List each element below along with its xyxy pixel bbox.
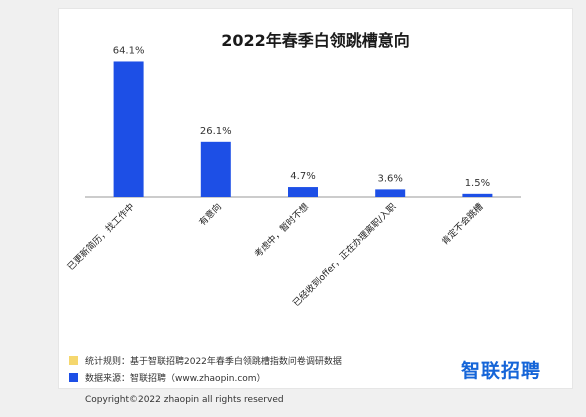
zhaopin-logo: 智联招聘 [461,360,542,382]
x-tick-label: 已更新简历，找工作中 [65,201,137,273]
legend-swatch-blue [69,373,78,382]
copyright-text: Copyright©2022 zhaopin all rights reserv… [85,395,284,405]
data-label: 26.1% [200,126,232,137]
legend-item-rule: 统计规则：基于智联招聘2022年春季白领跳槽指数问卷调研数据 [69,354,399,367]
data-label: 3.6% [377,173,402,184]
bar [462,193,493,197]
x-tick-label: 有意向 [196,201,224,229]
data-label: 64.1% [113,45,145,56]
legend-item-source: 数据来源：智联招聘（www.zhaopin.com） [69,371,399,384]
x-tick-label: 考虑中，暂时不想 [252,201,311,260]
legend-rule-text: 统计规则：基于智联招聘2022年春季白领跳槽指数问卷调研数据 [85,357,342,367]
bar [375,189,406,197]
bar [113,61,144,197]
data-label: 1.5% [465,178,490,189]
infographic-card: 2022年春季白领跳槽意向 64.1% 已更新简历，找工作中 26.1% 有意向 4.7… [58,8,573,389]
bar-chart: 64.1% 已更新简历，找工作中 26.1% 有意向 4.7% 考虑中，暂时不想 3.6% 已… [65,45,521,309]
legend-swatch-yellow [69,356,78,365]
chart-title: 2022年春季白领跳槽意向 [221,31,410,50]
x-tick-label: 肯定不会跳槽 [439,201,486,248]
legend-source-text: 数据来源：智联招聘（www.zhaopin.com） [85,374,266,384]
data-label: 4.7% [290,171,315,182]
x-tick-label: 已经收到offer，正在办理离职/入职 [290,201,398,309]
bar [288,187,318,197]
bar [200,141,231,197]
